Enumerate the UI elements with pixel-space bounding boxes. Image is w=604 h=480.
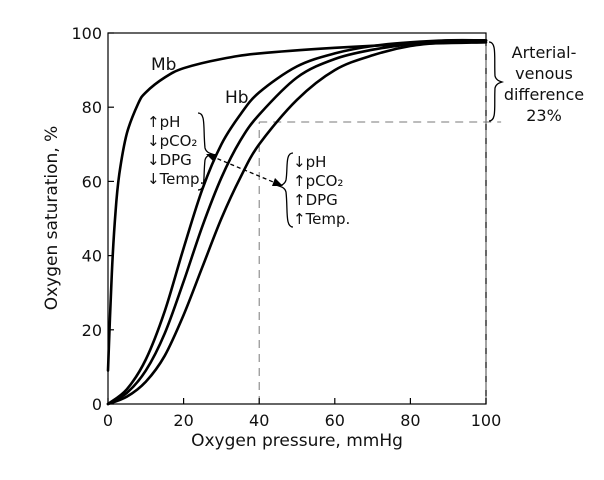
y-tick-label: 20: [82, 321, 102, 340]
right-shift-dpg: ↑DPG: [293, 191, 338, 209]
y-tick-label: 60: [82, 172, 102, 191]
y-tick-label: 40: [82, 247, 102, 266]
curve-hb-right-shifted: [106, 39, 488, 406]
curve-mb: [106, 41, 488, 372]
av-difference-line1: Arterial-: [512, 43, 577, 62]
right-shift-ph: ↓pH: [293, 153, 326, 171]
left-shift-pco2: ↓pCO₂: [147, 132, 197, 150]
x-axis-title: Oxygen pressure, mmHg: [191, 431, 403, 451]
x-tick-label: 0: [103, 411, 113, 430]
y-tick-label: 100: [71, 24, 102, 43]
axis-ticks: 0 20 40 60 80 100 0 20 40 60 80 100: [71, 24, 501, 430]
left-shift-annotation: ↑pH ↓pCO₂ ↓DPG ↓Temp.: [147, 112, 215, 191]
curve-hb-left-shifted: [106, 38, 488, 406]
x-tick-label: 20: [173, 411, 193, 430]
right-shift-bracket: [276, 152, 294, 228]
y-tick-label: 80: [82, 98, 102, 117]
av-difference-annotation: Arterial- venous difference 23%: [488, 41, 584, 125]
dashed-guide-lines: [258, 40, 502, 404]
hb-curve-label: Hb: [225, 88, 249, 108]
av-difference-bracket: [488, 41, 505, 122]
x-tick-label: 80: [400, 411, 420, 430]
right-shift-temp: ↑Temp.: [293, 210, 350, 228]
av-difference-line3: difference: [504, 85, 584, 104]
right-shift-pco2: ↑pCO₂: [293, 172, 343, 190]
mb-curve-label: Mb: [151, 55, 176, 75]
curve-hb: [106, 38, 488, 406]
right-shift-annotation: ↓pH ↑pCO₂ ↑DPG ↑Temp.: [276, 152, 350, 228]
av-difference-line4: 23%: [526, 106, 562, 125]
left-shift-ph: ↑pH: [147, 113, 180, 131]
curves: [106, 38, 488, 406]
x-tick-label: 40: [249, 411, 269, 430]
shift-arrow: [206, 154, 283, 186]
av-difference-line2: venous: [515, 64, 573, 83]
y-tick-label: 0: [92, 395, 102, 414]
x-tick-label: 60: [325, 411, 345, 430]
y-axis-title: Oxygen saturation, %: [42, 126, 62, 311]
x-tick-label: 100: [471, 411, 502, 430]
left-shift-dpg: ↓DPG: [147, 151, 192, 169]
left-shift-temp: ↓Temp.: [147, 170, 204, 188]
